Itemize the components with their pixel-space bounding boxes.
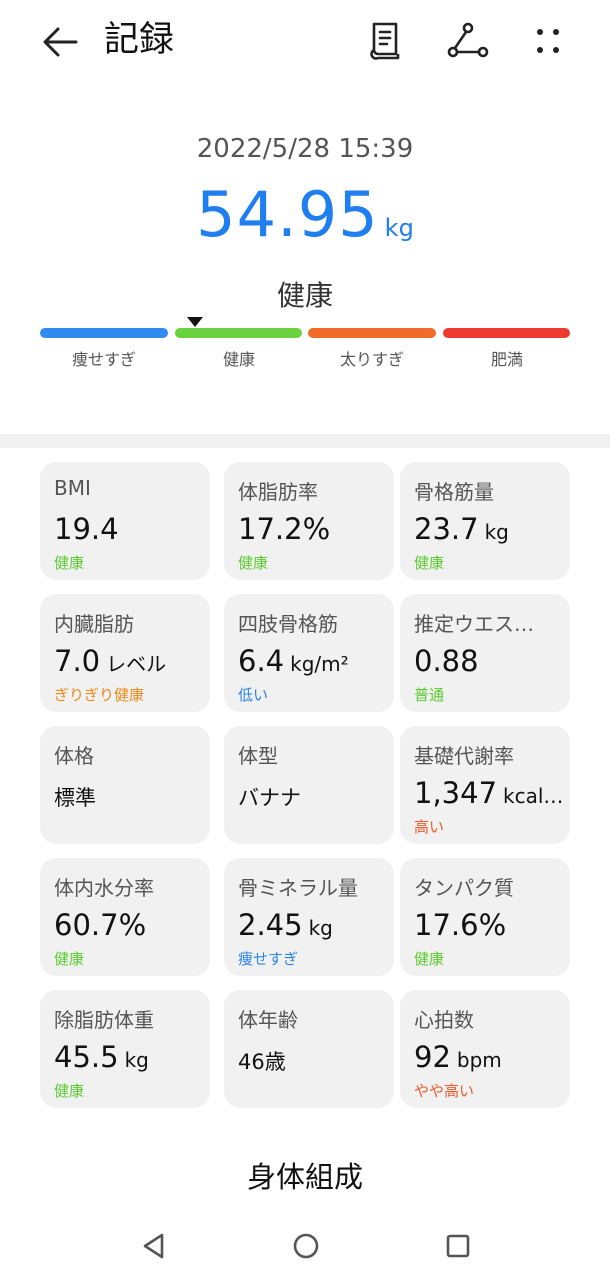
metric-status: やや高い xyxy=(414,1082,475,1100)
metric-card-limb-muscle[interactable]: 四肢骨格筋 6.4 kg/m² 低い xyxy=(224,594,394,712)
scale-label-overweight: 太りすぎ xyxy=(339,350,404,369)
metric-value: 46歳 xyxy=(238,1050,286,1074)
weight-display: 54.95 kg xyxy=(0,178,610,251)
section-divider xyxy=(0,434,610,448)
section-title: 身体組成 xyxy=(246,1160,363,1194)
metric-card-waist-ratio[interactable]: 推定ウエス… 0.88 普通 xyxy=(400,594,570,712)
metric-value: 17.2% xyxy=(238,512,331,546)
metric-value: 19.4 xyxy=(54,512,119,546)
metric-value: 0.88 xyxy=(414,644,479,678)
document-icon[interactable] xyxy=(366,20,406,64)
weight-unit: kg xyxy=(384,214,414,242)
metric-status: 健康 xyxy=(54,1082,85,1100)
metric-card-protein[interactable]: タンパク質 17.6% 健康 xyxy=(400,858,570,976)
metric-label: 推定ウエス… xyxy=(414,612,534,636)
metric-card-bone-mineral[interactable]: 骨ミネラル量 2.45 kg 痩せすぎ xyxy=(224,858,394,976)
metric-value: 92 bpm xyxy=(414,1040,502,1074)
metric-card-skeletal-muscle[interactable]: 骨格筋量 23.7 kg 健康 xyxy=(400,462,570,580)
metric-status: 痩せすぎ xyxy=(238,950,299,968)
metric-status: 普通 xyxy=(414,686,445,704)
more-icon[interactable] xyxy=(528,20,568,64)
nav-home-icon[interactable] xyxy=(288,1228,324,1264)
metric-label: 体脂肪率 xyxy=(238,480,318,504)
scale-segment-healthy xyxy=(175,328,302,338)
metric-status: 高い xyxy=(414,818,445,836)
metric-value: 7.0 レベル xyxy=(54,644,167,678)
metric-status: 健康 xyxy=(54,554,85,572)
metric-card-visceral-fat[interactable]: 内臓脂肪 7.0 レベル ぎりぎり健康 xyxy=(40,594,210,712)
metric-card-build[interactable]: 体格 標準 xyxy=(40,726,210,844)
metric-card-body-age[interactable]: 体年齢 46歳 xyxy=(224,990,394,1108)
metric-status: 健康 xyxy=(414,554,445,572)
metric-label: 骨ミネラル量 xyxy=(238,876,358,900)
metric-value: 6.4 kg/m² xyxy=(238,644,349,678)
weight-status: 健康 xyxy=(276,279,333,312)
metric-value: 標準 xyxy=(54,786,96,810)
metric-value: 2.45 kg xyxy=(238,908,333,942)
share-icon[interactable] xyxy=(446,20,489,64)
scale-label-underweight: 痩せすぎ xyxy=(71,350,136,369)
scale-segment-underweight xyxy=(40,328,168,338)
metric-card-bmr[interactable]: 基礎代謝率 1,347 kcal… 高い xyxy=(400,726,570,844)
metric-label: 体格 xyxy=(54,744,94,768)
metric-status: 低い xyxy=(238,686,269,704)
scale-segment-obese xyxy=(443,328,570,338)
metric-card-body-water[interactable]: 体内水分率 60.7% 健康 xyxy=(40,858,210,976)
metric-status: 健康 xyxy=(414,950,445,968)
metric-value: 23.7 kg xyxy=(414,512,509,546)
metric-label: 体型 xyxy=(238,744,278,768)
metric-label: 体内水分率 xyxy=(54,876,154,900)
measurement-datetime: 2022/5/28 15:39 xyxy=(196,134,414,164)
weight-scale: 痩せすぎ 健康 太りすぎ 肥満 xyxy=(40,317,570,376)
metric-label: 心拍数 xyxy=(414,1008,474,1032)
metric-card-body-type[interactable]: 体型 バナナ xyxy=(224,726,394,844)
metric-value: 1,347 kcal… xyxy=(414,776,564,810)
metric-status: ぎりぎり健康 xyxy=(54,686,145,704)
metric-value: 17.6% xyxy=(414,908,507,942)
metric-status: 健康 xyxy=(238,554,269,572)
metric-value: バナナ xyxy=(238,786,301,810)
metric-label: 内臓脂肪 xyxy=(54,612,134,636)
metric-label: タンパク質 xyxy=(414,876,514,900)
app-header: 記録 xyxy=(0,0,610,84)
page-title: 記録 xyxy=(104,20,175,60)
scale-segment-overweight xyxy=(308,328,436,338)
metric-value: 45.5 kg xyxy=(54,1040,149,1074)
nav-recents-icon[interactable] xyxy=(440,1228,476,1264)
scale-label-obese: 肥満 xyxy=(490,350,523,369)
metric-card-bmi[interactable]: BMI 19.4 健康 xyxy=(40,462,210,580)
nav-back-icon[interactable] xyxy=(136,1228,172,1264)
metric-label: BMI xyxy=(54,476,91,500)
metric-label: 基礎代謝率 xyxy=(414,744,514,768)
metric-label: 除脂肪体重 xyxy=(54,1008,154,1032)
metric-label: 体年齢 xyxy=(238,1008,298,1032)
scale-pointer-icon xyxy=(187,317,203,327)
metric-card-heart-rate[interactable]: 心拍数 92 bpm やや高い xyxy=(400,990,570,1108)
metric-status: 健康 xyxy=(54,950,85,968)
back-arrow-icon[interactable] xyxy=(40,22,80,62)
metric-label: 四肢骨格筋 xyxy=(238,612,338,636)
weight-value: 54.95 xyxy=(196,178,379,251)
system-nav-bar xyxy=(0,1212,610,1280)
metric-label: 骨格筋量 xyxy=(414,480,494,504)
scale-label-healthy: 健康 xyxy=(222,350,255,369)
metric-card-body-fat[interactable]: 体脂肪率 17.2% 健康 xyxy=(224,462,394,580)
metric-value: 60.7% xyxy=(54,908,147,942)
metric-card-lean-mass[interactable]: 除脂肪体重 45.5 kg 健康 xyxy=(40,990,210,1108)
